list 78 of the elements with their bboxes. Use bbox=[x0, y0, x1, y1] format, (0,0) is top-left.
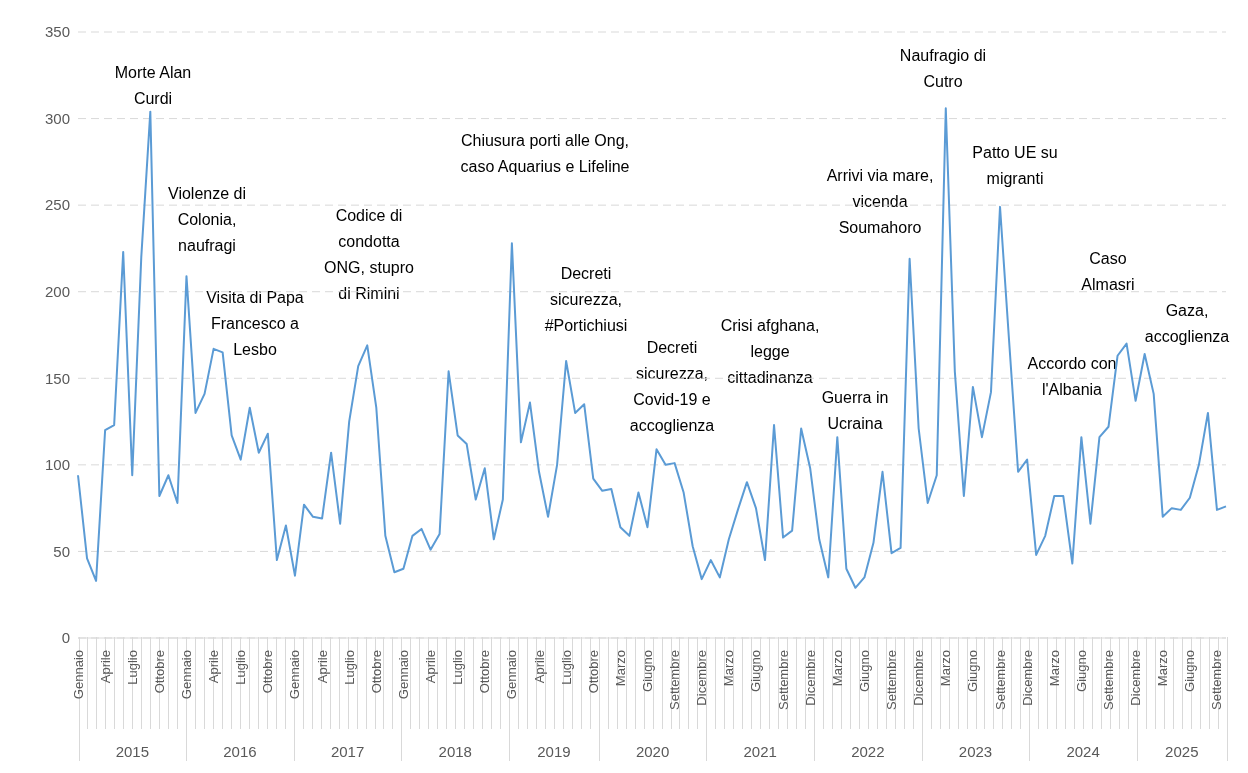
x-tick-label: Marzo bbox=[721, 650, 737, 687]
y-tick-label: 200 bbox=[44, 283, 70, 301]
x-tick-label: Marzo bbox=[612, 650, 628, 687]
x-tick-label: Luglio bbox=[450, 650, 466, 685]
text: 2024 bbox=[1065, 742, 1101, 762]
annotation: Arrivi via mare, vicenda Soumahoro bbox=[825, 166, 935, 238]
x-tick-label: Luglio bbox=[124, 650, 140, 685]
x-tick-label: Giugno bbox=[748, 650, 764, 692]
text: 2021 bbox=[742, 742, 778, 762]
x-tick-label: Settembre bbox=[667, 650, 683, 710]
annotation: Crisi afghana, legge cittadinanza bbox=[720, 317, 820, 386]
x-tick-label: Ottobre bbox=[151, 650, 167, 694]
x-tick-label: Marzo bbox=[938, 650, 954, 687]
y-tick-label: 0 bbox=[61, 629, 70, 647]
annotation: Gaza, accoglienza bbox=[1143, 301, 1231, 347]
x-tick-label: Marzo bbox=[1046, 650, 1062, 687]
text: 2019 bbox=[536, 742, 572, 762]
y-tick-label: 150 bbox=[44, 369, 70, 387]
x-tick-label: Luglio bbox=[558, 650, 574, 685]
text: 2015 bbox=[114, 742, 150, 762]
annotation: Morte Alan Curdi bbox=[113, 63, 193, 109]
x-tick-label: Ottobre bbox=[368, 650, 384, 694]
x-tick-label: Luglio bbox=[341, 650, 357, 685]
x-tick-label: Ottobre bbox=[585, 650, 601, 694]
x-tick-label: Dicembre bbox=[1019, 650, 1035, 706]
x-tick-label: Gennaio bbox=[504, 650, 520, 700]
x-tick-label: Settembre bbox=[992, 650, 1008, 710]
x-tick-label: Aprile bbox=[97, 650, 113, 684]
x-tick-label: Marzo bbox=[1155, 650, 1171, 687]
y-tick-label: 50 bbox=[53, 542, 70, 560]
x-tick-label: Aprile bbox=[206, 650, 222, 684]
x-tick-label: Giugno bbox=[639, 650, 655, 692]
x-tick-label: Dicembre bbox=[911, 650, 927, 706]
x-tick-label: Gennaio bbox=[395, 650, 411, 700]
text: 2025 bbox=[1164, 742, 1200, 762]
annotation: Accordo con l'Albania bbox=[1026, 354, 1118, 400]
x-tick-label: Settembre bbox=[1209, 650, 1225, 710]
x-tick-label: Dicembre bbox=[1128, 650, 1144, 706]
y-tick-label: 100 bbox=[44, 456, 70, 474]
text: 2022 bbox=[850, 742, 886, 762]
line-series bbox=[77, 107, 1227, 589]
y-tick-label: 300 bbox=[44, 109, 70, 127]
x-tick-label: Settembre bbox=[1100, 650, 1116, 710]
y-tick-label: 250 bbox=[44, 196, 70, 214]
annotation: Codice di condotta ONG, stupro di Rimini bbox=[323, 206, 415, 304]
text: 2016 bbox=[222, 742, 258, 762]
x-tick-label: Luglio bbox=[233, 650, 249, 685]
x-tick-label: Ottobre bbox=[477, 650, 493, 694]
x-tick-label: Giugno bbox=[1073, 650, 1089, 692]
annotation: Guerra in Ucraina bbox=[820, 388, 890, 434]
annotation: Chiusura porti alle Ong, caso Aquarius e Lifeline bbox=[460, 131, 630, 177]
x-tick-label: Settembre bbox=[884, 650, 900, 710]
x-tick-label: Aprile bbox=[423, 650, 439, 684]
x-tick-label: Ottobre bbox=[260, 650, 276, 694]
annotation: Patto UE su migranti bbox=[971, 143, 1059, 189]
text: 2017 bbox=[329, 742, 366, 762]
x-tick-label: Dicembre bbox=[802, 650, 818, 706]
x-tick-label: Settembre bbox=[775, 650, 791, 710]
x-tick-label: Gennaio bbox=[70, 650, 86, 700]
x-tick-label: Marzo bbox=[829, 650, 845, 687]
annotation: Violenze di Colonia, naufragi bbox=[167, 184, 247, 256]
annotation: Caso Almasri bbox=[1080, 249, 1136, 295]
x-tick-label: Aprile bbox=[314, 650, 330, 684]
y-tick-label: 350 bbox=[44, 23, 70, 41]
annotation: Naufragio di Cutro bbox=[898, 46, 988, 92]
text: 2023 bbox=[957, 742, 994, 762]
annotation: Visita di Papa Francesco a Lesbo bbox=[205, 288, 305, 360]
x-tick-label: Giugno bbox=[965, 650, 981, 692]
x-tick-label: Aprile bbox=[531, 650, 547, 684]
annotation: Decreti sicurezza, #Portichiusi bbox=[543, 264, 629, 336]
x-tick-label: Giugno bbox=[1182, 650, 1198, 692]
text: 2020 bbox=[634, 742, 671, 762]
x-tick-label: Gennaio bbox=[178, 650, 194, 700]
x-tick-label: Giugno bbox=[856, 650, 872, 692]
x-tick-label: Gennaio bbox=[287, 650, 303, 700]
text: 2018 bbox=[437, 742, 473, 762]
annotation: Decreti sicurezza, Covid-19 e accoglienza bbox=[628, 338, 716, 436]
x-tick-label: Dicembre bbox=[694, 650, 710, 706]
